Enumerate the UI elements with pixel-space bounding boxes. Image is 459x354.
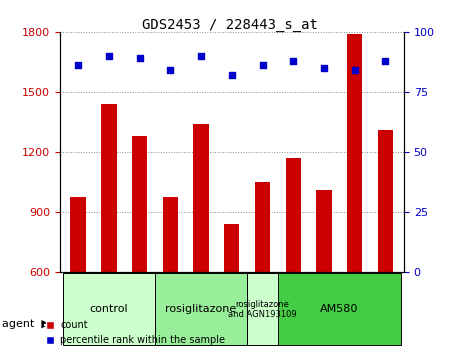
FancyBboxPatch shape bbox=[247, 273, 278, 346]
Point bbox=[167, 67, 174, 73]
Point bbox=[290, 58, 297, 63]
Bar bbox=[224, 224, 240, 354]
Text: rosiglitazone
and AGN193109: rosiglitazone and AGN193109 bbox=[228, 300, 297, 319]
Bar bbox=[70, 197, 86, 354]
Point bbox=[351, 67, 358, 73]
Point bbox=[105, 53, 112, 59]
Legend: count, percentile rank within the sample: count, percentile rank within the sample bbox=[42, 316, 229, 349]
Point bbox=[228, 72, 235, 78]
Bar bbox=[162, 197, 178, 354]
Bar bbox=[132, 136, 147, 354]
Point bbox=[382, 58, 389, 63]
Bar bbox=[255, 182, 270, 354]
Point bbox=[320, 65, 328, 71]
Text: AM580: AM580 bbox=[320, 304, 358, 314]
Point bbox=[259, 63, 266, 68]
Bar bbox=[193, 124, 209, 354]
Text: control: control bbox=[90, 304, 128, 314]
Text: agent  ▶: agent ▶ bbox=[2, 319, 50, 329]
FancyBboxPatch shape bbox=[278, 273, 401, 346]
Bar bbox=[316, 190, 332, 354]
FancyBboxPatch shape bbox=[63, 273, 155, 346]
Bar bbox=[378, 130, 393, 354]
Bar bbox=[285, 158, 301, 354]
Point bbox=[74, 63, 82, 68]
Text: GDS2453 / 228443_s_at: GDS2453 / 228443_s_at bbox=[141, 18, 318, 32]
Bar bbox=[101, 104, 117, 354]
Text: rosiglitazone: rosiglitazone bbox=[165, 304, 237, 314]
Point bbox=[197, 53, 205, 59]
Bar bbox=[347, 34, 363, 354]
Point bbox=[136, 56, 143, 61]
FancyBboxPatch shape bbox=[155, 273, 247, 346]
